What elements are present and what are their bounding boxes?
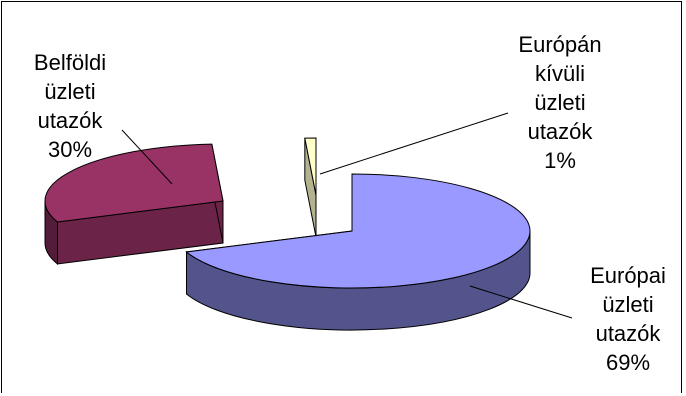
- slice-label-line: Belföldi: [33, 50, 107, 75]
- slice-label-non-european: Európán kívüli üzleti utazók 1%: [510, 30, 610, 175]
- slice-top-2: [304, 137, 317, 196]
- leader-line-non-european: [319, 112, 509, 175]
- leader-line-domestic: [121, 129, 173, 185]
- slice-label-line: kívüli: [534, 61, 586, 86]
- slice-top-0: [185, 173, 531, 289]
- slice-label-european: Európai üzleti utazók 69%: [578, 261, 678, 377]
- slice-label-line: 69%: [605, 350, 651, 375]
- leader-line-european: [469, 285, 573, 319]
- slice-label-line: utazók: [595, 321, 661, 346]
- slice-label-line: 30%: [47, 137, 93, 162]
- slice-label-line: utazók: [37, 108, 103, 133]
- slice-label-line: utazók: [527, 119, 593, 144]
- slice-label-line: üzleti: [44, 79, 96, 104]
- slice-label-line: Európai: [590, 263, 666, 288]
- slice-label-line: üzleti: [602, 292, 654, 317]
- slice-label-line: üzleti: [534, 90, 586, 115]
- slice-label-line: Európán: [518, 32, 602, 57]
- slice-label-domestic: Belföldi üzleti utazók 30%: [20, 48, 120, 164]
- slice-top-1: [44, 143, 224, 223]
- slice-label-line: 1%: [544, 148, 576, 173]
